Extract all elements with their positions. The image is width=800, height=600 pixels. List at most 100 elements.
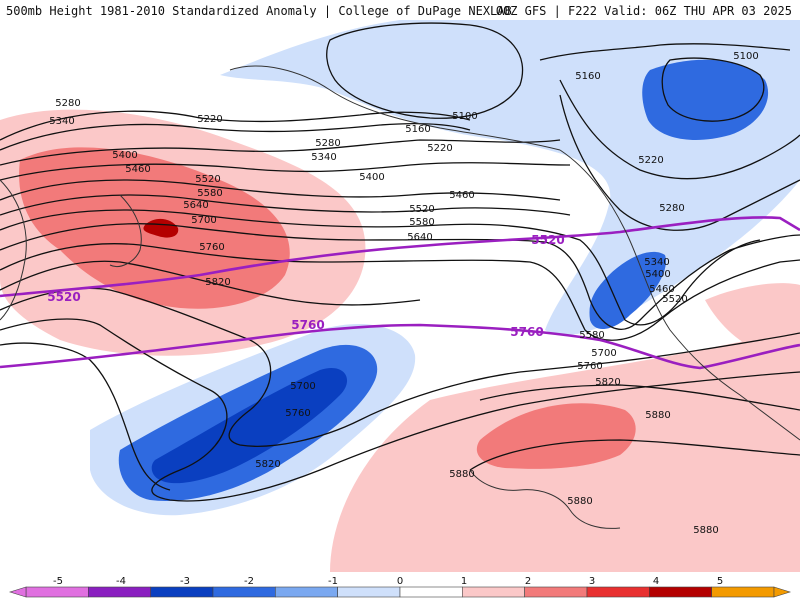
highlight-label-5520: 5520 (47, 290, 80, 304)
japan-coast (109, 194, 142, 267)
highlight-labels: 5520 5520 5760 5760 (47, 233, 564, 339)
contour-line (0, 342, 171, 491)
contour-label: 5760 (199, 242, 224, 253)
colorbar-tick: -5 (53, 576, 63, 587)
colorbar-swatch (274, 586, 338, 598)
contour-line (0, 179, 561, 201)
contour-labels: 5280 5340 5220 5280 5340 5400 5460 5400 … (49, 51, 758, 536)
contour-line (0, 287, 800, 447)
contour-label: 5280 (55, 98, 80, 109)
contour-label: 5460 (649, 284, 674, 295)
colorbar-tick: -3 (180, 576, 190, 587)
anomaly-minus2-north (642, 59, 769, 140)
contour-label: 5220 (427, 143, 452, 154)
contour-line (0, 162, 571, 181)
contour-line (559, 79, 800, 180)
anomaly-minus2-coast (589, 251, 666, 330)
contour-label: 5160 (405, 124, 430, 135)
colorbar-tick: -2 (244, 576, 254, 587)
hawaii-islands (469, 469, 621, 529)
anomaly-minus3-south (151, 368, 348, 484)
contour-label: 5820 (595, 377, 620, 388)
contour-line (559, 94, 800, 231)
header-bar: 500mb Height 1981-2010 Standardized Anom… (0, 0, 800, 20)
contour-label: 5520 (195, 174, 220, 185)
negative-anomaly-shading (90, 20, 800, 516)
anomaly-map: 5280 5340 5220 5280 5340 5400 5460 5400 … (0, 20, 800, 572)
colorbar-swatches (8, 586, 792, 598)
colorbar-tick: 3 (589, 576, 595, 587)
anomaly-colorbar: -5 -4 -3 -2 -1 0 1 2 3 4 5 (0, 572, 800, 600)
colorbar-tick: 2 (525, 576, 531, 587)
colorbar-swatch (524, 586, 588, 598)
colorbar-left-arrow (8, 586, 27, 598)
contour-label: 5640 (407, 232, 432, 243)
contour-label: 5400 (112, 150, 137, 161)
contour-label: 5700 (290, 381, 315, 392)
highlight-label-5520: 5520 (531, 233, 564, 247)
contour-label: 5880 (645, 410, 670, 421)
alaska-coast (229, 65, 561, 151)
contour-label: 5760 (577, 361, 602, 372)
colorbar-swatch (648, 586, 712, 598)
contour-line (539, 43, 791, 61)
contour-label: 5820 (255, 459, 280, 470)
contour-label: 5580 (197, 188, 222, 199)
contour-label: 5820 (205, 277, 230, 288)
colorbar-ticks: -5 -4 -3 -2 -1 0 1 2 3 4 5 (53, 576, 723, 587)
contour-line (0, 260, 421, 306)
colorbar-swatch (586, 586, 650, 598)
coastline (0, 65, 800, 529)
colorbar-tick: -4 (116, 576, 126, 587)
contour-label: 5760 (285, 408, 310, 419)
colorbar-tick: 5 (717, 576, 723, 587)
contour-label: 5340 (49, 116, 74, 127)
contour-label: 5400 (645, 269, 670, 280)
colorbar-swatch (25, 586, 89, 598)
contour-label: 5160 (575, 71, 600, 82)
map-title: 500mb Height 1981-2010 Standardized Anom… (6, 4, 512, 18)
contour-label: 5100 (452, 111, 477, 122)
contour-label: 5520 (409, 204, 434, 215)
contour-label: 5220 (638, 155, 663, 166)
contour-line (0, 139, 561, 166)
colorbar-swatch (461, 586, 525, 598)
contour-label: 5640 (183, 200, 208, 211)
highlight-label-5760: 5760 (291, 318, 324, 332)
contour-label: 5100 (733, 51, 758, 62)
contour-label: 5520 (662, 294, 687, 305)
contour-label: 5580 (579, 330, 604, 341)
colorbar-right-arrow (773, 586, 792, 598)
anomaly-plus2-southeast (476, 403, 636, 469)
anomaly-plus1-east-edge (705, 283, 800, 360)
contour-label: 5580 (409, 217, 434, 228)
colorbar-tick: 4 (653, 576, 659, 587)
contour-label: 5400 (359, 172, 384, 183)
colorbar-tick: 1 (461, 576, 467, 587)
contour-line (0, 318, 800, 502)
contour-line (469, 439, 800, 471)
highlight-contours (0, 216, 800, 370)
contour-label: 5880 (567, 496, 592, 507)
contour-line (661, 57, 765, 122)
contour-label: 5460 (125, 164, 150, 175)
contour-label: 5280 (315, 138, 340, 149)
contour-label: 5700 (191, 215, 216, 226)
contour-label: 5880 (449, 469, 474, 480)
colorbar-swatch (150, 586, 214, 598)
asia-coast (0, 179, 27, 321)
colorbar-swatch (337, 586, 401, 598)
colorbar-swatch (711, 586, 775, 598)
contour-label: 5220 (197, 114, 222, 125)
contour-label: 5340 (311, 152, 336, 163)
highlight-5760-line (0, 323, 800, 370)
colorbar-swatch (88, 586, 151, 598)
contour-label: 5340 (644, 257, 669, 268)
contour-label: 5880 (693, 525, 718, 536)
colorbar-tick: 0 (397, 576, 403, 587)
contour-label: 5460 (449, 190, 474, 201)
contour-line (0, 223, 800, 330)
contour-line (0, 194, 571, 216)
contour-line (326, 22, 524, 119)
